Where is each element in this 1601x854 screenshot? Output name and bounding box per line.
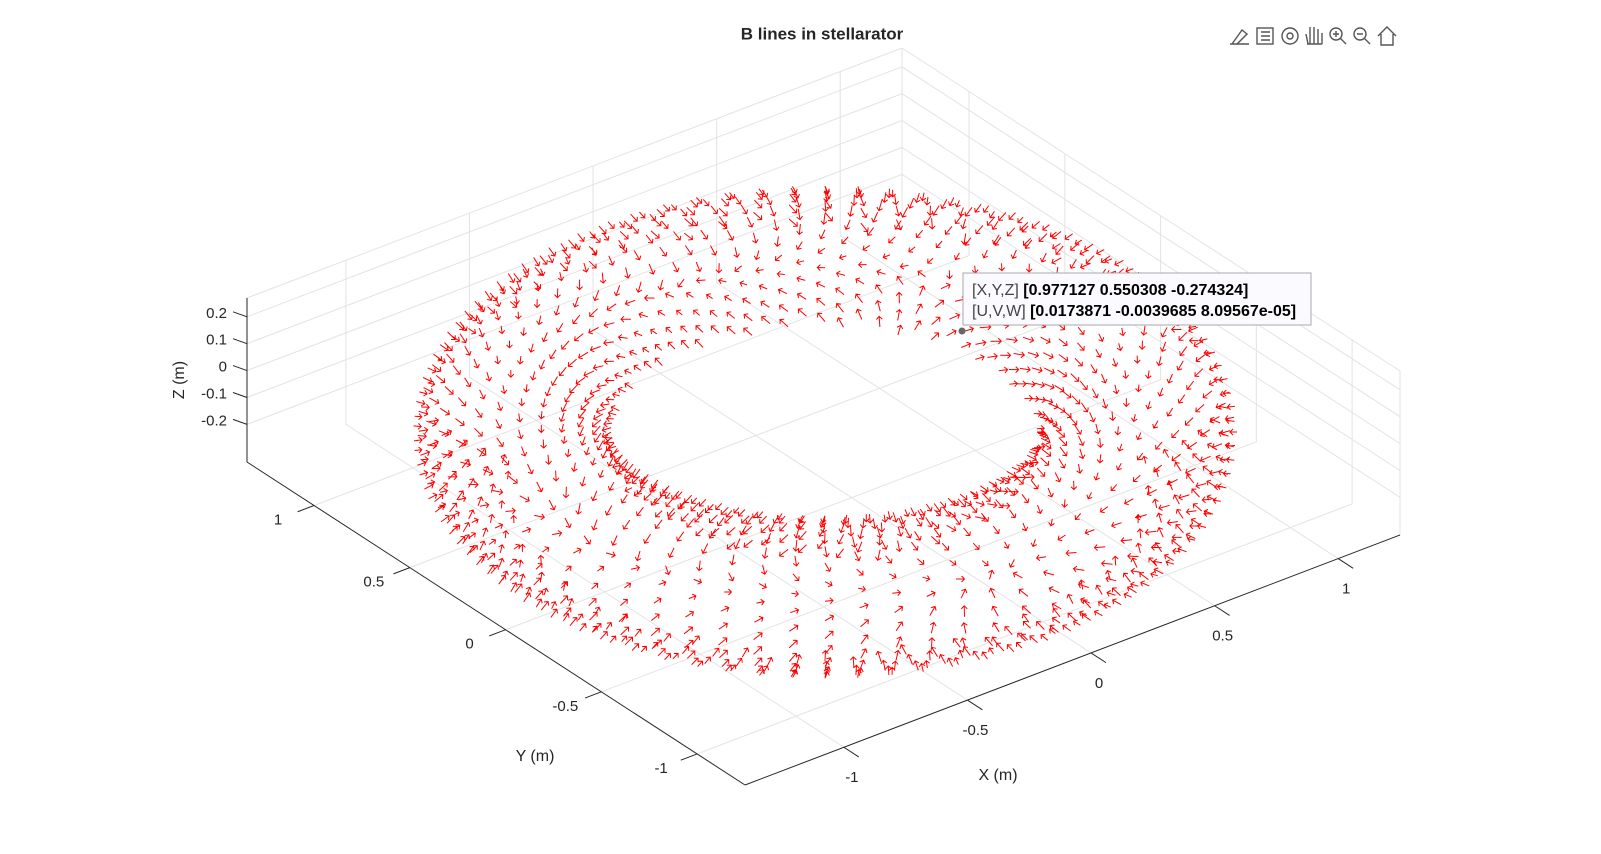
x-tick [1090, 652, 1107, 664]
x-tick-label: 1 [1342, 581, 1350, 598]
y-axis [246, 461, 746, 786]
datatip-value: [0.0173871 -0.0039685 8.09567e-05] [1030, 303, 1296, 320]
axes: -1 -0.5 0 0.5 1 -1 -0.5 0 0.5 1 -0.2 -0.1 0 0.1 0.2 [201, 298, 1401, 786]
datatip-box [962, 272, 1312, 326]
pan-button[interactable] [1305, 27, 1323, 45]
x-tick [1337, 558, 1354, 569]
grid-line [468, 213, 968, 701]
y-tick [489, 629, 506, 637]
grid-line [345, 260, 845, 748]
rotate-button[interactable] [1281, 27, 1299, 45]
y-tick [584, 691, 602, 699]
y-tick-label: -1 [654, 760, 667, 777]
datatip-line: [X,Y,Z] [0.977127 0.550308 -0.274324] [972, 282, 1248, 299]
y-tick-label: 0.5 [363, 574, 384, 591]
brush-button[interactable] [1230, 28, 1249, 45]
grid-line [716, 118, 1215, 607]
y-tick-label: 1 [274, 511, 282, 528]
z-tick-label: -0.2 [201, 412, 227, 429]
home-button[interactable] [1377, 26, 1397, 46]
z-tick [232, 392, 248, 398]
z-tick-label: 0.1 [206, 332, 227, 349]
y-tick [297, 505, 315, 513]
z-tick [232, 311, 248, 318]
z-tick [232, 365, 248, 372]
y-tick-label: 0 [465, 636, 473, 653]
x-tick-label: -0.5 [963, 722, 989, 739]
datatip-label: [X,Y,Z] [972, 282, 1019, 299]
datatip-line: [U,V,W] [0.0173871 -0.0039685 8.09567e-0… [972, 303, 1296, 320]
datatip-value: [0.977127 0.550308 -0.274324] [1023, 282, 1248, 299]
x-tick [1214, 605, 1230, 616]
z-tick-label: 0.2 [206, 305, 227, 322]
x-tick-label: -1 [845, 769, 858, 786]
y-tick [393, 567, 410, 575]
x-axis [744, 534, 1401, 786]
x-tick-label: 0.5 [1212, 628, 1233, 645]
z-tick-label: -0.1 [201, 385, 227, 402]
datatip-label: [U,V,W] [972, 303, 1026, 320]
x-tick-label: 0 [1095, 675, 1103, 692]
field-arrows [413, 185, 1237, 679]
grid-line [313, 91, 970, 506]
grid-line [696, 339, 1353, 755]
chart-title: B lines in stellarator [741, 24, 904, 43]
datatip[interactable]: [X,Y,Z] [0.977127 0.550308 -0.274324] [U… [958, 272, 1312, 335]
z-tick [232, 418, 248, 425]
grid-line [601, 277, 1257, 693]
z-axis-label: Z (m) [171, 361, 188, 399]
z-tick-label: 0 [219, 359, 227, 376]
grid-line [246, 120, 1401, 445]
datatip-marker [958, 327, 966, 335]
z-tick [232, 338, 248, 345]
y-axis-label: Y (m) [516, 748, 555, 765]
x-tick [843, 746, 860, 758]
x-axis-label: X (m) [978, 767, 1017, 784]
y-tick-label: -0.5 [552, 698, 578, 715]
vector-field [413, 185, 1237, 679]
zoom-in-button[interactable] [1329, 27, 1347, 45]
axes-toolbar [1230, 26, 1397, 46]
y-tick [680, 753, 698, 761]
grid-line [505, 215, 1162, 631]
x-tick [967, 699, 983, 711]
grid [246, 47, 1401, 755]
grid-line [839, 71, 1339, 560]
zoom-out-button[interactable] [1353, 27, 1371, 45]
legend-button[interactable] [1256, 27, 1274, 45]
grid-line [246, 146, 1401, 471]
